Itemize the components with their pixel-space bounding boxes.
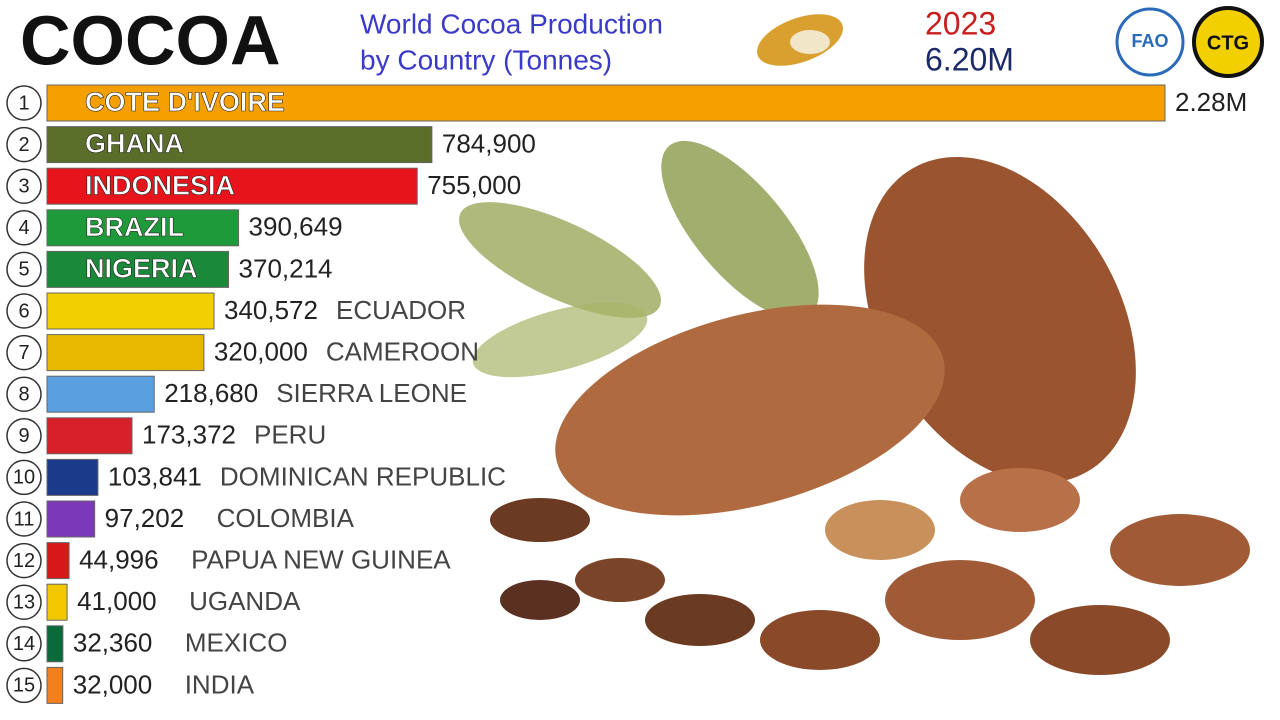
- value-label: 340,572: [224, 295, 318, 325]
- value-label: 755,000: [427, 170, 521, 200]
- value-label: 103,841: [108, 461, 202, 491]
- country-label: MEXICO: [185, 628, 288, 658]
- rank-label: 14: [13, 633, 35, 655]
- rank-label: 3: [18, 175, 29, 197]
- bar: [46, 250, 230, 288]
- rank-circle: [6, 334, 42, 371]
- value-label: 32,360: [73, 628, 153, 658]
- bar: [46, 167, 418, 205]
- rank-label: 15: [13, 675, 35, 697]
- ctg-logo: [1192, 6, 1264, 78]
- fao-logo: [1115, 7, 1185, 77]
- country-label: ECUADOR: [336, 295, 466, 325]
- value-label: 97,202: [105, 503, 185, 533]
- rank-label: 5: [18, 259, 29, 281]
- rank-label: 2: [18, 134, 29, 156]
- bar: [46, 417, 133, 455]
- country-label: PAPUA NEW GUINEA: [191, 544, 451, 574]
- rank-circle: [6, 542, 42, 579]
- cocoa-pod-icon: [757, 14, 843, 66]
- rank-circle: [6, 251, 42, 288]
- country-label: GHANA: [85, 129, 184, 159]
- rank-circle: [6, 626, 42, 662]
- bar: [46, 209, 240, 247]
- value-label: 320,000: [214, 336, 308, 366]
- fao-logo-text: FAO: [1131, 31, 1168, 51]
- country-label: COLOMBIA: [217, 503, 355, 533]
- cocoa-illustration: [459, 140, 1250, 675]
- value-label: 2.28M: [1175, 87, 1247, 117]
- bar: [46, 292, 215, 330]
- rank-circle: [6, 418, 42, 454]
- rank-label: 6: [18, 300, 29, 322]
- rank-circle: [6, 168, 42, 204]
- rank-label: 9: [18, 425, 29, 447]
- bar: [46, 334, 205, 372]
- country-label: SIERRA LEONE: [276, 378, 467, 408]
- rank-label: 10: [13, 467, 35, 489]
- rank-circle: [6, 459, 42, 496]
- value-label: 44,996: [79, 544, 159, 574]
- rank-label: 8: [18, 383, 29, 405]
- rank-label: 11: [14, 508, 35, 530]
- year-label: 2023: [925, 5, 996, 41]
- bar: [46, 84, 1166, 122]
- rank-circle: [6, 293, 42, 329]
- value-label: 370,214: [239, 253, 333, 283]
- rank-label: 4: [18, 217, 29, 239]
- value-label: 32,000: [73, 669, 153, 699]
- rank-label: 13: [13, 591, 35, 613]
- total-label: 6.20M: [925, 41, 1014, 77]
- ctg-logo-text: CTG: [1207, 32, 1249, 54]
- rank-circle: [6, 85, 42, 121]
- value-label: 784,900: [442, 128, 536, 158]
- chart-title: COCOA: [20, 1, 281, 79]
- bar: [46, 375, 155, 413]
- country-label: INDONESIA: [85, 170, 235, 200]
- country-label: INDIA: [185, 669, 255, 699]
- rank-circle: [6, 667, 42, 704]
- bar: [46, 500, 96, 538]
- rank-circle: [6, 584, 42, 620]
- rank-circle: [6, 210, 42, 246]
- country-label: NIGERIA: [85, 254, 198, 284]
- rank-label: 12: [13, 550, 35, 572]
- bar: [46, 542, 70, 580]
- country-label: CAMEROON: [326, 336, 479, 366]
- bar: [46, 583, 68, 621]
- rank-circle: [6, 501, 42, 537]
- country-label: UGANDA: [189, 586, 301, 616]
- rank-circle: [6, 376, 42, 412]
- value-label: 173,372: [142, 420, 236, 450]
- value-label: 390,649: [249, 212, 343, 242]
- country-label: DOMINICAN REPUBLIC: [220, 461, 506, 491]
- country-label: COTE D'IVOIRE: [85, 87, 285, 117]
- value-label: 41,000: [77, 586, 157, 616]
- country-label: PERU: [254, 420, 326, 450]
- value-label: 218,680: [164, 378, 258, 408]
- bar: [46, 666, 64, 704]
- country-label: BRAZIL: [85, 212, 184, 242]
- chart-subtitle: by Country (Tonnes): [360, 44, 612, 75]
- chart-subtitle: World Cocoa Production: [360, 8, 663, 39]
- rank-label: 7: [18, 342, 29, 364]
- bar: [46, 126, 433, 164]
- rank-label: 1: [18, 92, 29, 114]
- bar: [46, 625, 64, 663]
- bar: [46, 458, 99, 496]
- rank-circle: [6, 126, 42, 163]
